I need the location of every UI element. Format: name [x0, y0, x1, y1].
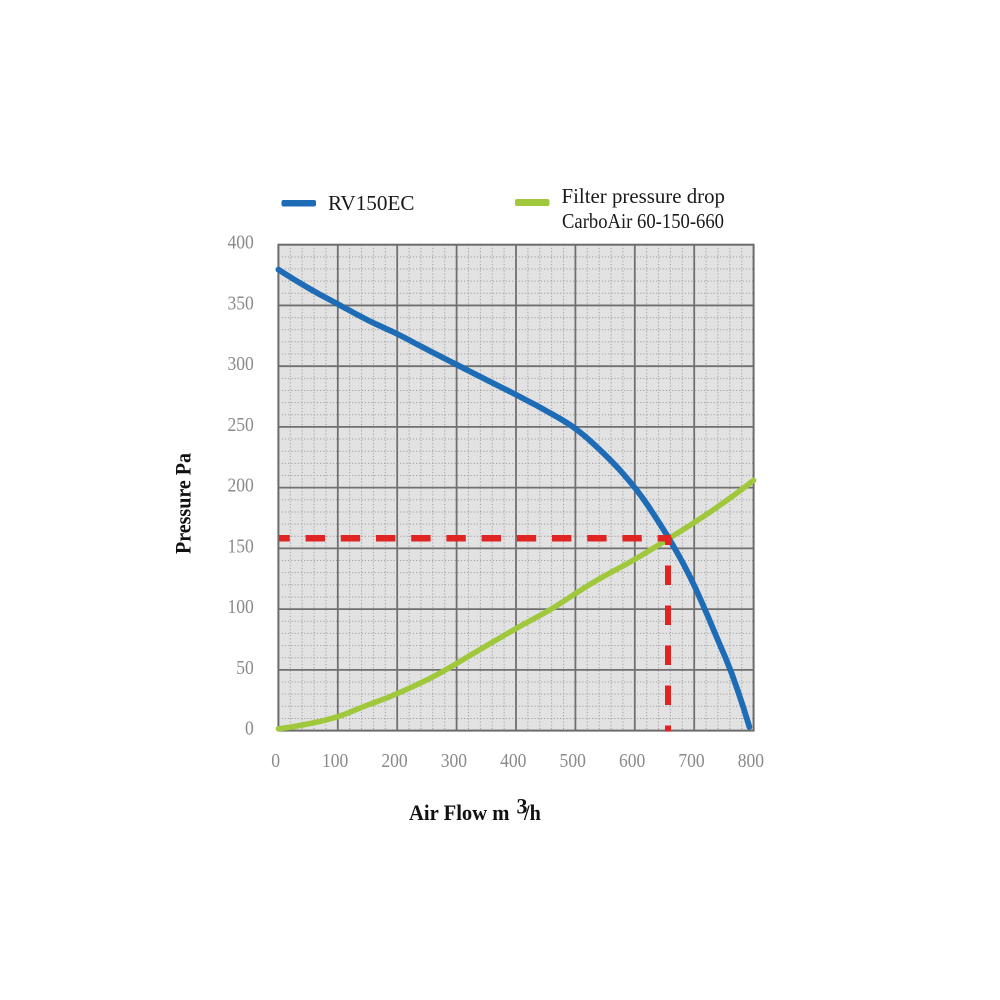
svg-text:300: 300 — [228, 353, 254, 375]
svg-text:Pressure Pa: Pressure Pa — [171, 453, 196, 554]
svg-text:Air Flow m: Air Flow m — [409, 800, 510, 825]
svg-text:150: 150 — [228, 535, 254, 557]
svg-text:0: 0 — [271, 750, 280, 772]
svg-text:RV150EC: RV150EC — [328, 191, 415, 215]
svg-text:800: 800 — [738, 750, 764, 772]
svg-text:CarboAir 60-150-660: CarboAir 60-150-660 — [562, 209, 724, 233]
svg-text:500: 500 — [560, 750, 586, 772]
svg-text:250: 250 — [228, 414, 254, 436]
svg-text:100: 100 — [322, 750, 348, 772]
svg-text:400: 400 — [500, 750, 526, 772]
svg-text:50: 50 — [236, 657, 254, 679]
svg-text:100: 100 — [228, 596, 254, 618]
svg-text:700: 700 — [678, 750, 704, 772]
svg-text:3: 3 — [517, 794, 528, 819]
svg-text:300: 300 — [441, 750, 467, 772]
svg-text:200: 200 — [381, 750, 407, 772]
svg-text:0: 0 — [245, 718, 254, 740]
svg-text:Filter pressure drop: Filter pressure drop — [562, 184, 726, 208]
svg-text:600: 600 — [619, 750, 645, 772]
svg-text:/h: /h — [523, 800, 541, 825]
svg-text:200: 200 — [228, 475, 254, 497]
svg-text:400: 400 — [228, 232, 254, 254]
svg-text:350: 350 — [228, 292, 254, 314]
